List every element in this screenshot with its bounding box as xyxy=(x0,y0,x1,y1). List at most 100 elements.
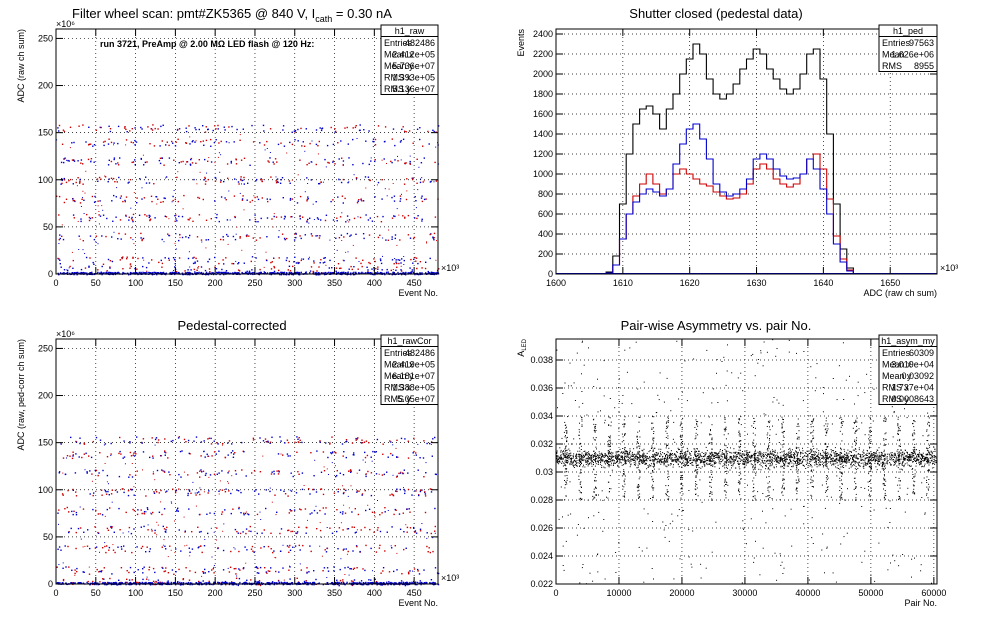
data-point xyxy=(164,438,166,440)
data-point xyxy=(293,239,296,241)
data-point xyxy=(189,570,191,572)
data-point xyxy=(311,581,314,584)
data-point xyxy=(167,556,169,558)
data-point xyxy=(370,456,372,458)
data-point xyxy=(72,451,74,453)
data-point xyxy=(416,182,418,184)
data-point xyxy=(133,452,135,454)
data-point xyxy=(164,257,166,259)
data-point xyxy=(364,456,367,459)
data-point xyxy=(407,472,409,474)
data-point xyxy=(283,237,286,240)
data-point xyxy=(775,460,777,461)
data-point xyxy=(131,227,133,229)
data-point xyxy=(638,458,640,460)
data-point xyxy=(329,259,331,262)
data-point xyxy=(297,438,299,440)
data-point xyxy=(632,458,634,460)
data-point xyxy=(739,453,741,455)
data-point xyxy=(852,458,853,460)
data-point xyxy=(71,569,73,571)
data-point xyxy=(381,474,384,476)
data-point xyxy=(349,470,351,472)
data-point xyxy=(113,272,115,274)
data-point xyxy=(284,215,286,218)
data-point xyxy=(174,266,176,268)
data-point xyxy=(349,235,351,237)
data-point xyxy=(252,141,255,143)
data-point xyxy=(728,464,729,466)
data-point xyxy=(179,237,181,239)
data-point xyxy=(628,460,630,462)
data-point xyxy=(324,257,326,259)
data-point xyxy=(354,126,357,129)
data-point xyxy=(373,258,375,260)
data-point xyxy=(262,440,265,442)
data-point xyxy=(430,579,433,581)
data-point xyxy=(239,532,242,535)
y-exponent: ×10⁶ xyxy=(56,19,75,29)
data-point xyxy=(200,581,202,584)
data-point xyxy=(208,258,211,260)
data-point xyxy=(297,272,300,274)
data-point xyxy=(347,528,350,530)
data-point xyxy=(390,160,392,163)
data-point xyxy=(145,266,148,269)
data-point xyxy=(189,272,191,274)
data-point xyxy=(210,161,213,163)
data-point xyxy=(399,198,402,200)
data-point xyxy=(411,271,413,273)
data-point xyxy=(795,451,797,452)
data-point xyxy=(790,452,791,454)
data-point xyxy=(848,456,850,458)
data-point xyxy=(185,441,187,443)
data-point xyxy=(227,454,229,456)
data-point xyxy=(361,200,363,202)
panel-title: Pedestal-corrected xyxy=(177,318,286,333)
data-point xyxy=(295,236,297,239)
data-point xyxy=(220,179,222,182)
data-point xyxy=(339,267,341,270)
data-point xyxy=(256,572,259,574)
data-point xyxy=(363,129,365,131)
data-point xyxy=(383,272,386,275)
data-point xyxy=(368,579,370,581)
stats-label: RMS xyxy=(882,61,902,71)
data-point xyxy=(874,461,876,462)
data-point xyxy=(60,183,62,185)
data-point xyxy=(115,216,117,218)
data-point xyxy=(360,580,363,582)
data-point xyxy=(381,584,383,586)
data-point xyxy=(384,273,386,276)
data-point xyxy=(405,524,407,526)
data-point xyxy=(142,271,144,273)
data-point xyxy=(72,489,74,491)
data-point xyxy=(332,160,335,162)
data-point xyxy=(155,489,157,491)
data-point xyxy=(877,456,879,458)
data-point xyxy=(324,219,327,222)
data-point xyxy=(204,539,206,540)
data-point xyxy=(294,441,296,443)
data-point xyxy=(102,272,104,274)
data-point xyxy=(222,569,225,571)
data-point xyxy=(372,570,373,572)
data-point xyxy=(278,579,280,581)
data-point xyxy=(396,439,398,441)
data-point xyxy=(299,218,301,220)
data-point xyxy=(76,570,78,573)
data-point xyxy=(97,531,99,534)
data-point xyxy=(774,460,776,462)
data-point xyxy=(330,452,332,454)
data-point xyxy=(745,461,747,463)
data-point xyxy=(341,157,343,159)
data-point xyxy=(380,584,382,586)
data-point xyxy=(114,181,116,183)
data-point xyxy=(214,125,216,127)
data-point xyxy=(367,504,369,506)
data-point xyxy=(205,472,207,475)
data-point xyxy=(763,455,765,457)
data-point xyxy=(316,450,318,452)
data-point xyxy=(217,547,219,550)
